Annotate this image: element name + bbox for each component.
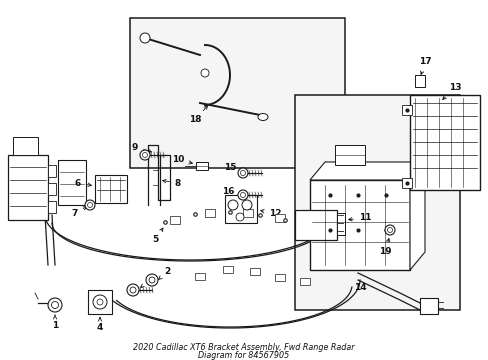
Polygon shape bbox=[309, 162, 424, 180]
Bar bbox=[309, 180, 409, 270]
Bar bbox=[95, 175, 127, 203]
Circle shape bbox=[149, 277, 155, 283]
Bar bbox=[8, 155, 48, 220]
Bar bbox=[196, 162, 207, 170]
Polygon shape bbox=[409, 162, 424, 270]
Circle shape bbox=[93, 295, 107, 309]
Text: 9: 9 bbox=[132, 143, 151, 153]
Text: 3: 3 bbox=[141, 275, 153, 287]
Circle shape bbox=[386, 228, 392, 233]
Text: Diagram for 84567905: Diagram for 84567905 bbox=[198, 351, 289, 360]
Circle shape bbox=[240, 171, 245, 175]
Text: 14: 14 bbox=[353, 284, 366, 292]
Circle shape bbox=[127, 284, 139, 296]
Text: 5: 5 bbox=[152, 228, 163, 244]
Circle shape bbox=[240, 193, 245, 198]
Bar bbox=[170, 216, 180, 224]
Bar bbox=[243, 209, 252, 217]
Circle shape bbox=[48, 298, 62, 312]
Circle shape bbox=[51, 302, 59, 309]
Text: 10: 10 bbox=[171, 156, 192, 165]
Text: 18: 18 bbox=[188, 106, 207, 125]
Bar bbox=[414, 75, 424, 87]
Circle shape bbox=[85, 200, 95, 210]
Bar bbox=[299, 278, 309, 285]
Bar bbox=[13, 137, 38, 155]
Text: 13: 13 bbox=[442, 84, 460, 99]
Bar bbox=[224, 195, 257, 223]
Bar bbox=[419, 298, 437, 314]
Bar bbox=[48, 201, 56, 213]
Text: 6: 6 bbox=[75, 179, 91, 188]
Bar bbox=[274, 274, 285, 281]
Text: 16: 16 bbox=[221, 188, 244, 197]
Circle shape bbox=[146, 274, 158, 286]
Bar bbox=[48, 165, 56, 177]
Circle shape bbox=[201, 69, 208, 77]
Circle shape bbox=[236, 213, 244, 221]
Text: 2: 2 bbox=[158, 267, 170, 279]
Bar bbox=[401, 105, 411, 115]
Text: 11: 11 bbox=[348, 213, 370, 222]
Text: 15: 15 bbox=[224, 162, 244, 171]
Circle shape bbox=[238, 190, 247, 200]
Circle shape bbox=[384, 225, 394, 235]
Bar bbox=[294, 210, 336, 240]
Circle shape bbox=[97, 299, 103, 305]
Bar bbox=[274, 214, 285, 222]
Bar bbox=[249, 268, 260, 275]
Text: 1: 1 bbox=[52, 315, 58, 329]
Text: 8: 8 bbox=[163, 179, 181, 188]
Bar bbox=[195, 273, 204, 280]
Bar bbox=[334, 145, 364, 165]
Circle shape bbox=[227, 200, 238, 210]
Bar bbox=[336, 213, 345, 235]
Circle shape bbox=[130, 287, 136, 293]
Text: 4: 4 bbox=[97, 318, 103, 333]
Circle shape bbox=[140, 33, 150, 43]
Ellipse shape bbox=[258, 113, 267, 121]
Bar bbox=[401, 178, 411, 188]
Bar bbox=[294, 95, 459, 310]
Bar bbox=[204, 209, 215, 217]
Circle shape bbox=[142, 153, 147, 158]
Bar bbox=[48, 183, 56, 195]
Text: 7: 7 bbox=[72, 207, 86, 217]
Text: 2020 Cadillac XT6 Bracket Assembly, Fwd Range Radar: 2020 Cadillac XT6 Bracket Assembly, Fwd … bbox=[133, 343, 354, 352]
Bar bbox=[58, 160, 86, 205]
Bar bbox=[130, 18, 345, 168]
Text: 19: 19 bbox=[378, 239, 390, 256]
Circle shape bbox=[140, 150, 150, 160]
Circle shape bbox=[238, 168, 247, 178]
Bar bbox=[409, 95, 479, 190]
Circle shape bbox=[242, 200, 251, 210]
Text: 17: 17 bbox=[418, 58, 430, 75]
Circle shape bbox=[87, 202, 92, 207]
Bar bbox=[223, 266, 232, 273]
Bar bbox=[88, 290, 112, 314]
Text: 12: 12 bbox=[260, 208, 281, 217]
